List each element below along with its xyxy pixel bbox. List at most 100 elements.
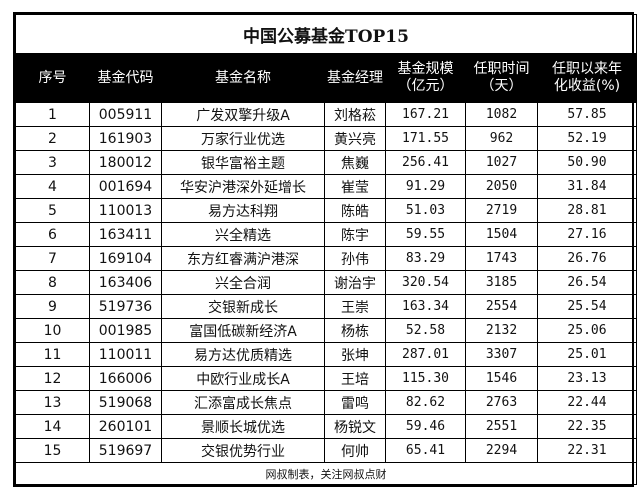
table-cell: 雷鸣 xyxy=(324,390,386,415)
table-cell: 易方达优质精选 xyxy=(161,342,325,367)
table-cell: 陈皓 xyxy=(324,198,386,223)
table-cell: 15 xyxy=(15,438,90,463)
table-cell: 景顺长城优选 xyxy=(161,414,325,439)
table-cell: 13 xyxy=(15,390,90,415)
table-cell: 91.29 xyxy=(385,174,466,199)
table-cell: 171.55 xyxy=(385,126,466,151)
table-cell: 8 xyxy=(15,270,90,295)
table-cell: 962 xyxy=(465,126,538,151)
table-cell: 交银新成长 xyxy=(161,294,325,319)
table-cell: 兴全精选 xyxy=(161,222,325,247)
table-cell: 广发双擎升级A xyxy=(161,102,325,127)
table-cell: 2 xyxy=(15,126,90,151)
column-header: 基金代码 xyxy=(89,53,162,103)
table-cell: 中欧行业成长A xyxy=(161,366,325,391)
table-row: 13 519068 汇添富成长焦点 雷鸣 82.62 2763 22.44 xyxy=(15,390,637,415)
table-cell: 10 xyxy=(15,318,90,343)
table-footer: 网叔制表，关注网叔点财 xyxy=(15,462,637,485)
table-cell: 王培 xyxy=(324,366,386,391)
table-cell: 6 xyxy=(15,222,90,247)
table-cell: 刘格菘 xyxy=(324,102,386,127)
column-header: 基金名称 xyxy=(161,53,325,103)
table-cell: 焦巍 xyxy=(324,150,386,175)
table-cell: 2132 xyxy=(465,318,538,343)
table-row: 10 001985 富国低碳新经济A 杨栋 52.58 2132 25.06 xyxy=(15,318,637,343)
table-cell: 1027 xyxy=(465,150,538,175)
table-cell: 110011 xyxy=(89,342,162,367)
table-cell: 银华富裕主题 xyxy=(161,150,325,175)
table-cell: 57.85 xyxy=(537,102,637,127)
column-header: 基金经理 xyxy=(324,53,386,103)
fund-table-container: 中国公募基金TOP15 序号 基金代码 基金名称 基金经理 基金规模 （亿元） 任职时间 … xyxy=(13,12,637,487)
table-cell: 2551 xyxy=(465,414,538,439)
table-cell: 180012 xyxy=(89,150,162,175)
table-cell: 2050 xyxy=(465,174,538,199)
table-cell: 110013 xyxy=(89,198,162,223)
table-cell: 2294 xyxy=(465,438,538,463)
table-row: 7 169104 东方红睿满沪港深 孙伟 83.29 1743 26.76 xyxy=(15,246,637,271)
table-cell: 26.54 xyxy=(537,270,637,295)
table-cell: 519736 xyxy=(89,294,162,319)
table-cell: 320.54 xyxy=(385,270,466,295)
table-row: 2 161903 万家行业优选 黄兴亮 171.55 962 52.19 xyxy=(15,126,637,151)
table-cell: 65.41 xyxy=(385,438,466,463)
table-cell: 2719 xyxy=(465,198,538,223)
table-cell: 汇添富成长焦点 xyxy=(161,390,325,415)
table-cell: 169104 xyxy=(89,246,162,271)
table-cell: 1 xyxy=(15,102,90,127)
table-cell: 5 xyxy=(15,198,90,223)
table-cell: 163.34 xyxy=(385,294,466,319)
table-cell: 2554 xyxy=(465,294,538,319)
table-cell: 163411 xyxy=(89,222,162,247)
table-cell: 2763 xyxy=(465,390,538,415)
column-header: 序号 xyxy=(15,53,90,103)
table-cell: 52.19 xyxy=(537,126,637,151)
table-cell: 260101 xyxy=(89,414,162,439)
table-cell: 1082 xyxy=(465,102,538,127)
table-row: 9 519736 交银新成长 王崇 163.34 2554 25.54 xyxy=(15,294,637,319)
table-cell: 82.62 xyxy=(385,390,466,415)
table-cell: 杨锐文 xyxy=(324,414,386,439)
table-row: 5 110013 易方达科翔 陈皓 51.03 2719 28.81 xyxy=(15,198,637,223)
table-cell: 3307 xyxy=(465,342,538,367)
table-cell: 22.31 xyxy=(537,438,637,463)
table-cell: 27.16 xyxy=(537,222,637,247)
table-cell: 杨栋 xyxy=(324,318,386,343)
table-cell: 兴全合润 xyxy=(161,270,325,295)
table-cell: 12 xyxy=(15,366,90,391)
table-cell: 25.06 xyxy=(537,318,637,343)
table-cell: 115.30 xyxy=(385,366,466,391)
table-cell: 富国低碳新经济A xyxy=(161,318,325,343)
table-cell: 何帅 xyxy=(324,438,386,463)
table-cell: 59.55 xyxy=(385,222,466,247)
table-cell: 26.76 xyxy=(537,246,637,271)
table-cell: 50.90 xyxy=(537,150,637,175)
table-cell: 东方红睿满沪港深 xyxy=(161,246,325,271)
table-cell: 28.81 xyxy=(537,198,637,223)
table-row: 1 005911 广发双擎升级A 刘格菘 167.21 1082 57.85 xyxy=(15,102,637,127)
table-cell: 华安沪港深外延增长 xyxy=(161,174,325,199)
table-cell: 易方达科翔 xyxy=(161,198,325,223)
table-cell: 59.46 xyxy=(385,414,466,439)
table-row: 11 110011 易方达优质精选 张坤 287.01 3307 25.01 xyxy=(15,342,637,367)
table-cell: 83.29 xyxy=(385,246,466,271)
table-cell: 9 xyxy=(15,294,90,319)
table-cell: 161903 xyxy=(89,126,162,151)
table-cell: 166006 xyxy=(89,366,162,391)
table-cell: 22.44 xyxy=(537,390,637,415)
table-row: 4 001694 华安沪港深外延增长 崔莹 91.29 2050 31.84 xyxy=(15,174,637,199)
table-title: 中国公募基金TOP15 xyxy=(15,14,637,54)
column-header: 基金规模 （亿元） xyxy=(385,53,466,103)
table-cell: 3 xyxy=(15,150,90,175)
table-cell: 1546 xyxy=(465,366,538,391)
table-cell: 167.21 xyxy=(385,102,466,127)
table-row: 3 180012 银华富裕主题 焦巍 256.41 1027 50.90 xyxy=(15,150,637,175)
table-cell: 崔莹 xyxy=(324,174,386,199)
table-cell: 25.54 xyxy=(537,294,637,319)
table-cell: 1743 xyxy=(465,246,538,271)
table-cell: 1504 xyxy=(465,222,538,247)
table-cell: 519697 xyxy=(89,438,162,463)
column-header: 任职时间 （天） xyxy=(465,53,538,103)
table-cell: 256.41 xyxy=(385,150,466,175)
table-cell: 519068 xyxy=(89,390,162,415)
